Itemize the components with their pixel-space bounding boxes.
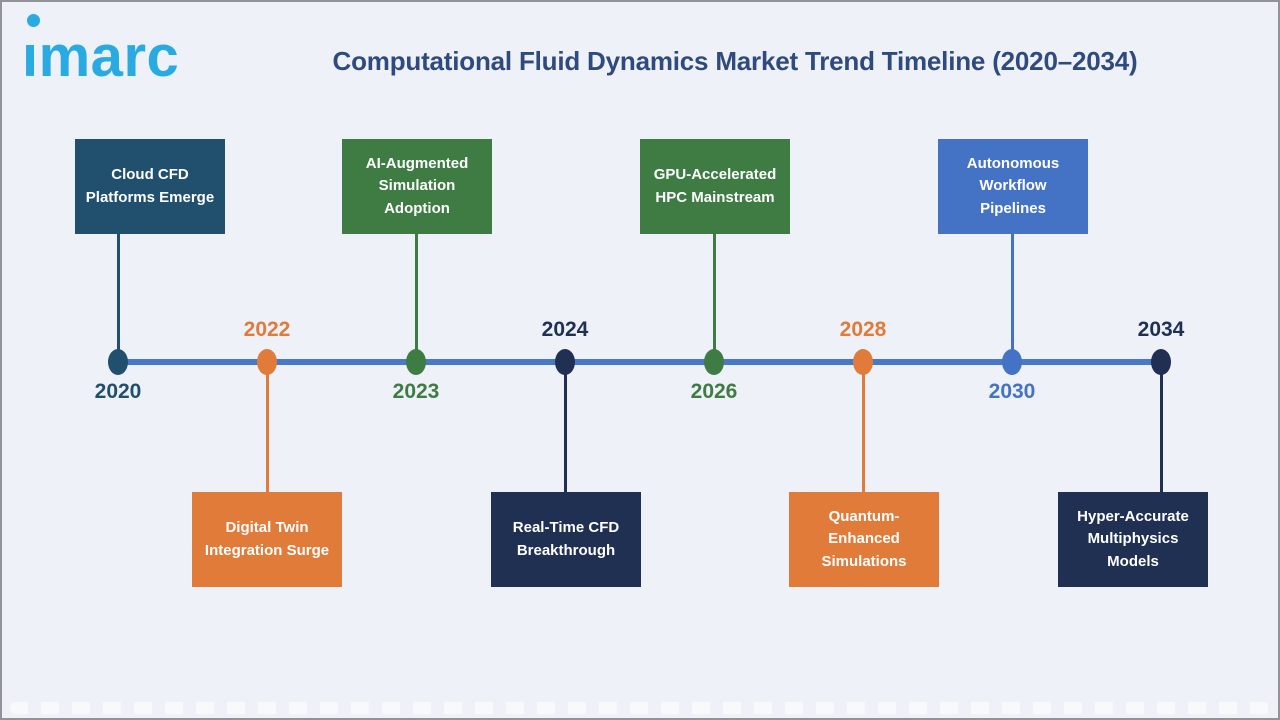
event-box: Quantum-Enhanced Simulations xyxy=(789,492,939,587)
event-dot xyxy=(704,349,724,375)
event-box: Digital Twin Integration Surge xyxy=(192,492,342,587)
event-year-label: 2023 xyxy=(392,380,440,403)
event-dot xyxy=(1151,349,1171,375)
event-connector xyxy=(563,364,567,492)
event-connector xyxy=(265,364,269,492)
event-year-label: 2028 xyxy=(839,318,887,341)
event-year-label: 2020 xyxy=(94,380,142,403)
event-dot xyxy=(257,349,277,375)
event-box: Autonomous Workflow Pipelines xyxy=(938,139,1088,234)
event-year-label: 2022 xyxy=(243,318,291,341)
page-title: Computational Fluid Dynamics Market Tren… xyxy=(332,46,1138,76)
event-connector xyxy=(712,232,716,362)
event-dot xyxy=(108,349,128,375)
event-dot xyxy=(406,349,426,375)
imarc-logo: imarc xyxy=(20,2,222,98)
event-box: AI-Augmented Simulation Adoption xyxy=(342,139,492,234)
event-dot xyxy=(853,349,873,375)
event-connector xyxy=(1010,232,1014,362)
event-box: GPU-Accelerated HPC Mainstream xyxy=(640,139,790,234)
timeline-axis xyxy=(118,359,1161,365)
event-box: Hyper-Accurate Multiphysics Models xyxy=(1058,492,1208,587)
event-connector xyxy=(414,232,418,362)
logo-wordmark: imarc xyxy=(22,24,180,89)
event-box: Cloud CFD Platforms Emerge xyxy=(75,139,225,234)
event-connector xyxy=(861,364,865,492)
event-connector xyxy=(1159,364,1163,492)
logo-dot-icon xyxy=(27,14,40,27)
event-connector xyxy=(116,232,120,362)
event-year-label: 2034 xyxy=(1137,318,1185,341)
watermark-strip xyxy=(10,702,1270,714)
event-year-label: 2030 xyxy=(988,380,1036,403)
event-dot xyxy=(1002,349,1022,375)
event-dot xyxy=(555,349,575,375)
event-box: Real-Time CFD Breakthrough xyxy=(491,492,641,587)
event-year-label: 2026 xyxy=(690,380,738,403)
event-year-label: 2024 xyxy=(541,318,589,341)
